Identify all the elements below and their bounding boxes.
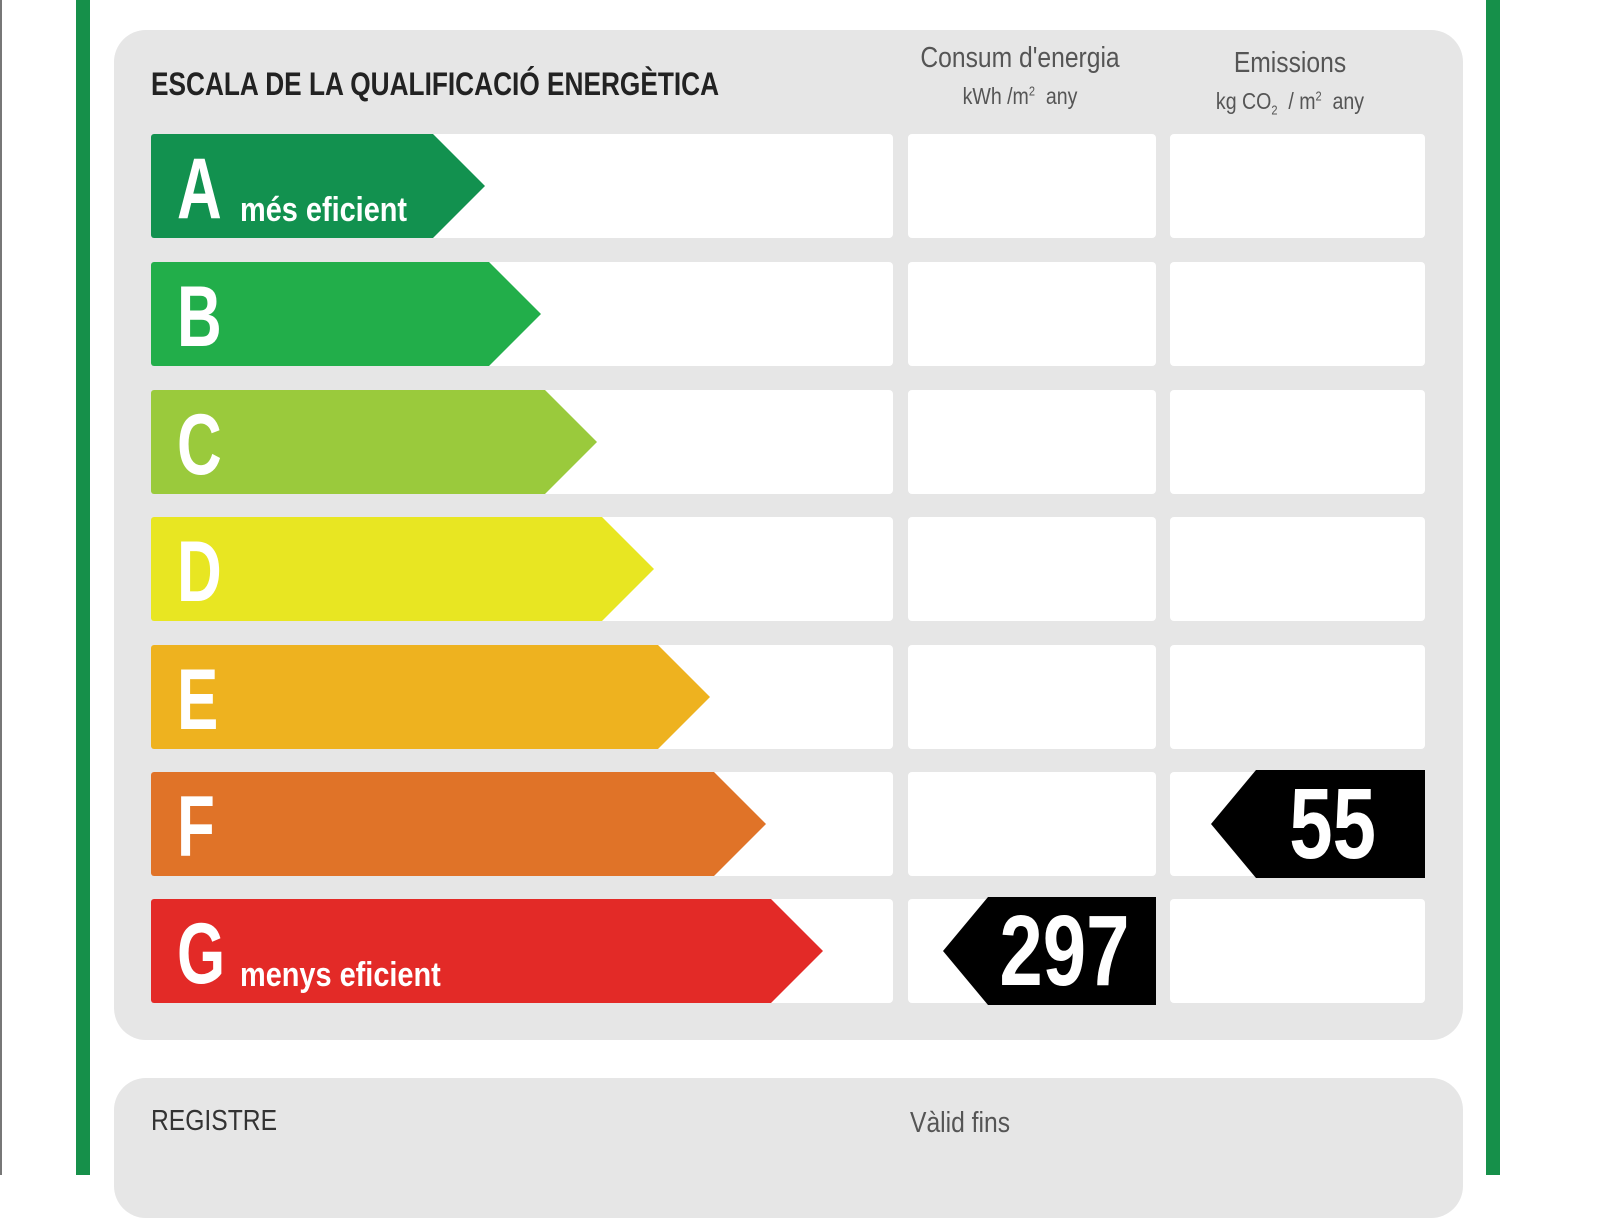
- scale-title: ESCALA DE LA QUALIFICACIÓ ENERGÈTICA: [151, 66, 720, 102]
- consumption-cell-c: [908, 390, 1156, 494]
- consumption-cell-a: [908, 134, 1156, 238]
- valid-until-label: Vàlid fins: [910, 1107, 1011, 1139]
- emissions-cell-c: [1170, 390, 1425, 494]
- rating-sublabel: menys eficient: [240, 956, 441, 994]
- rating-arrow-f: F: [151, 772, 766, 876]
- consumption-cell-f: [908, 772, 1156, 876]
- emissions-label: Emissions: [1233, 47, 1347, 79]
- rating-letter: A: [177, 141, 222, 237]
- rating-arrow-e: E: [151, 645, 710, 749]
- rating-letter: F: [177, 779, 215, 875]
- right-green-border: [1486, 0, 1500, 1175]
- page-edge: [0, 0, 2, 1175]
- rating-letter: G: [177, 906, 226, 1002]
- rating-arrow-a: A més eficient: [151, 134, 485, 238]
- emissions-cell-b: [1170, 262, 1425, 366]
- consumption-value: 297: [999, 895, 1130, 1007]
- rating-letter: E: [177, 652, 219, 748]
- rating-arrow-b: B: [151, 262, 541, 366]
- rating-arrow-c: C: [151, 390, 597, 494]
- emissions-cell-e: [1170, 645, 1425, 749]
- consumption-cell-e: [908, 645, 1156, 749]
- registre-label: REGISTRE: [151, 1105, 278, 1137]
- consumption-label: Consum d'energia: [920, 42, 1120, 74]
- consumption-cell-b: [908, 262, 1156, 366]
- register-panel: [114, 1078, 1463, 1218]
- emissions-cell-g: [1170, 899, 1425, 1003]
- emissions-value: 55: [1289, 768, 1377, 880]
- rating-sublabel: més eficient: [240, 191, 408, 229]
- rating-arrow-d: D: [151, 517, 654, 621]
- consumption-indicator: 297: [943, 897, 1156, 1005]
- consumption-header: Consum d'energia kWh /m2 any: [900, 42, 1140, 110]
- left-green-border: [76, 0, 90, 1175]
- emissions-cell-d: [1170, 517, 1425, 621]
- rating-arrow-g: G menys eficient: [151, 899, 823, 1003]
- rating-letter: D: [177, 524, 222, 620]
- rating-letter: B: [177, 269, 222, 365]
- emissions-cell-a: [1170, 134, 1425, 238]
- emissions-unit: kg CO2 / m2 any: [1215, 88, 1365, 118]
- rating-letter: C: [177, 397, 222, 493]
- consumption-cell-d: [908, 517, 1156, 621]
- consumption-unit: kWh /m2 any: [962, 83, 1078, 109]
- emissions-header: Emissions kg CO2 / m2 any: [1170, 47, 1410, 118]
- emissions-indicator: 55: [1211, 770, 1425, 878]
